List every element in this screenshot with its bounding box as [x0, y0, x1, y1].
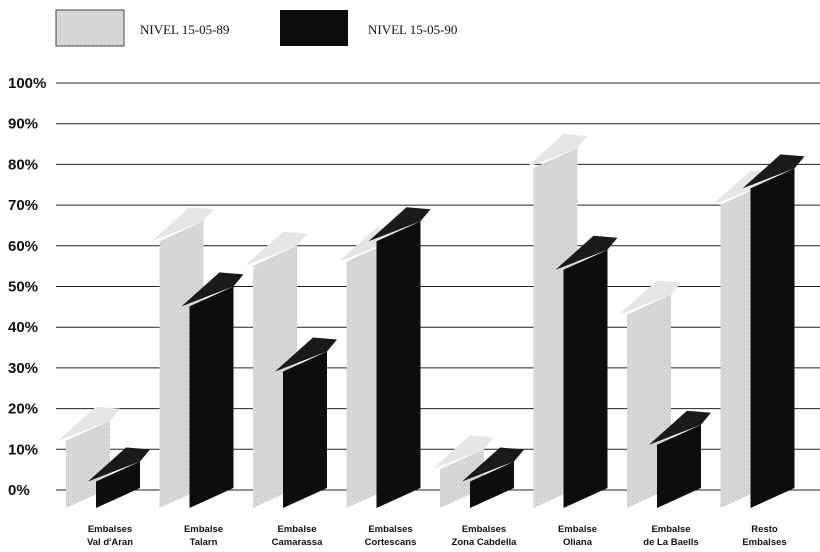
legend-label-series-2: NIVEL 15-05-90 — [368, 22, 457, 37]
y-tick-label: 100% — [8, 75, 46, 92]
y-tick-label: 80% — [8, 156, 38, 173]
bar-series-2-3 — [369, 207, 431, 508]
y-tick-label: 10% — [8, 441, 38, 458]
category-label: Embalse — [277, 524, 316, 535]
category-label: Talarn — [190, 537, 218, 548]
y-tick-label: 70% — [8, 197, 38, 214]
y-tick-label: 90% — [8, 116, 38, 133]
category-label: Embalse — [558, 524, 597, 535]
y-tick-label: 20% — [8, 401, 38, 418]
category-labels: Embalses Val d'Aran Embalse Talarn Embalse Ca… — [87, 524, 787, 548]
bars — [58, 134, 805, 508]
category-label: de La Baells — [643, 537, 698, 548]
category-label: Embalse — [651, 524, 690, 535]
legend: NIVEL 15-05-89 NIVEL 15-05-90 — [56, 10, 457, 46]
y-tick-label: 40% — [8, 319, 38, 336]
bar-front — [283, 352, 327, 508]
y-tick-label: 0% — [8, 482, 30, 499]
category-label: Oliana — [563, 537, 593, 548]
category-label: Camarassa — [272, 537, 323, 548]
bar-series-2-7 — [743, 154, 805, 508]
category-label: Embalses — [462, 524, 506, 535]
bar-front — [751, 168, 795, 508]
bar-front — [377, 221, 421, 508]
y-tick-label: 50% — [8, 279, 38, 296]
bar-front — [190, 286, 234, 508]
category-label: Resto — [751, 524, 778, 535]
category-label: Embalses — [368, 524, 412, 535]
y-tick-label: 60% — [8, 238, 38, 255]
legend-swatch-series-1 — [56, 10, 124, 46]
y-axis-ticks: 0% 10% 20% 30% 40% 50% 60% 70% 80% 90% 100% — [8, 75, 46, 499]
bar-front — [564, 250, 608, 508]
category-label: Embalses — [742, 537, 786, 548]
legend-label-series-1: NIVEL 15-05-89 — [140, 22, 229, 37]
category-label: Embalse — [184, 524, 223, 535]
y-tick-label: 30% — [8, 360, 38, 377]
category-label: Cortescans — [365, 537, 417, 548]
bar-series-2-5 — [556, 236, 618, 508]
category-label: Val d'Aran — [87, 537, 133, 548]
category-label: Embalses — [88, 524, 132, 535]
category-label: Zona Cabdella — [452, 537, 518, 548]
bar-series-2-1 — [182, 272, 244, 508]
legend-swatch-series-2 — [280, 10, 348, 46]
